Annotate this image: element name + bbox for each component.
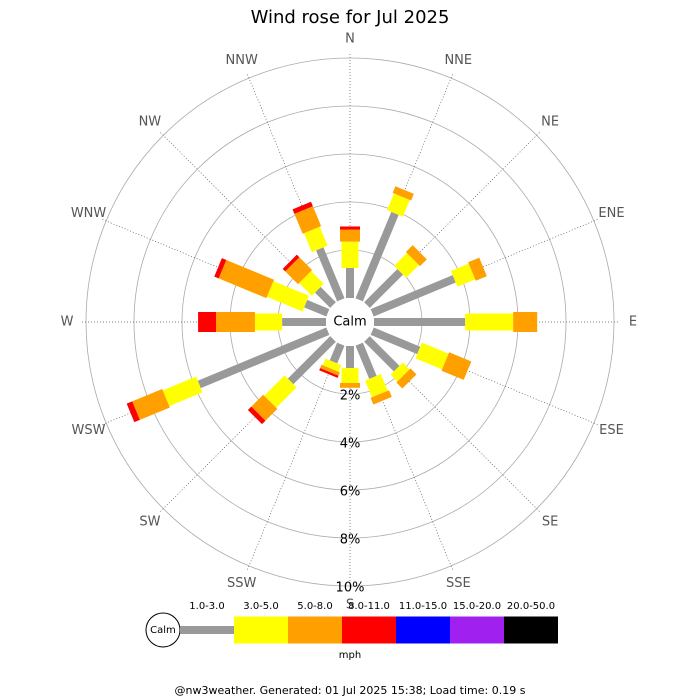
direction-label: WNW [71, 206, 107, 221]
wind-bar [341, 241, 359, 268]
wind-bar [214, 258, 227, 279]
ring-label: 2% [340, 389, 361, 404]
wind-bar [329, 342, 345, 364]
wind-bar [304, 226, 328, 253]
legend-label: 20.0-50.0 [507, 601, 555, 612]
wind-bar [162, 376, 203, 407]
wind-bar [282, 254, 300, 272]
ring-label: 8% [340, 533, 361, 548]
legend-label: 15.0-20.0 [453, 601, 501, 612]
direction-label: W [61, 315, 74, 330]
wind-bar [254, 313, 283, 331]
wind-bar [346, 268, 354, 298]
wind-bar [319, 368, 339, 378]
wind-bar [392, 186, 414, 201]
wind-bar [468, 257, 487, 281]
wind-bar [197, 327, 330, 389]
wind-bar [346, 346, 354, 369]
wind-bar [251, 394, 278, 421]
direction-label: SW [139, 515, 160, 530]
direction-label: S [346, 598, 354, 613]
wind-bar [304, 299, 330, 317]
direction-label: NNW [226, 53, 258, 68]
direction-label: ESE [599, 423, 624, 438]
wind-bar [405, 245, 427, 267]
legend-label: 8.0-11.0 [348, 601, 390, 612]
legend-calm-label: Calm [150, 625, 176, 636]
legend-swatch [180, 626, 234, 634]
wind-bar [394, 253, 419, 278]
wind-bar [299, 271, 324, 296]
wind-bar [364, 268, 404, 308]
direction-label: SSW [227, 576, 257, 591]
wind-bar [370, 327, 421, 355]
ring-label: 6% [340, 485, 361, 500]
direction-label: NW [139, 114, 162, 129]
wind-bar [322, 358, 342, 372]
wind-bar [285, 257, 313, 285]
legend-swatch [396, 616, 450, 644]
wind-bar [340, 382, 360, 388]
wind-bar [340, 229, 360, 242]
wind-bar [396, 368, 417, 389]
wind-bar [364, 336, 400, 372]
legend-label: 3.0-5.0 [243, 601, 278, 612]
ring-label: 4% [340, 437, 361, 452]
wind-bar [340, 226, 360, 230]
wind-bar [450, 263, 476, 287]
wind-bar [415, 342, 449, 370]
wind-bar [370, 390, 392, 405]
wind-bar [292, 201, 313, 214]
direction-label: ENE [598, 206, 624, 221]
legend-label: 5.0-8.0 [297, 601, 332, 612]
wind-bar [341, 368, 359, 383]
wind-bar [218, 259, 275, 299]
wind-bar [216, 312, 255, 332]
wind-bar [266, 281, 309, 312]
wind-bar [247, 406, 266, 425]
direction-label: WSW [72, 423, 106, 438]
legend-swatch [342, 616, 396, 644]
legend-swatch [288, 616, 342, 644]
direction-label: NE [541, 114, 559, 129]
wind-bar [465, 313, 514, 331]
wind-bar [365, 374, 388, 398]
wind-bar [387, 193, 410, 217]
wind-bar [132, 388, 170, 420]
wind-bar [355, 342, 377, 379]
wind-bar [513, 312, 538, 332]
wind-bar [287, 336, 336, 385]
wind-bar [315, 247, 345, 302]
wind-bar [441, 352, 472, 380]
wind-bar [370, 275, 456, 317]
direction-label: E [629, 315, 637, 330]
chart-title: Wind rose for Jul 2025 [251, 7, 450, 28]
wind-bar [198, 312, 217, 332]
wind-bar [314, 286, 336, 308]
wind-bar [374, 318, 466, 326]
calm-label: Calm [333, 315, 366, 330]
wind-bar [320, 364, 340, 376]
ring-label: 10% [336, 581, 365, 596]
direction-label: SSE [446, 576, 471, 591]
legend-unit: mph [339, 650, 361, 661]
direction-label: SE [542, 515, 558, 530]
calm-circle [326, 298, 374, 346]
wind-bar [390, 362, 410, 382]
wind-bar [264, 375, 297, 408]
wind-bar [355, 211, 399, 302]
footer: @nw3weather. Generated: 01 Jul 2025 15:3… [175, 684, 526, 697]
wind-bar [126, 401, 140, 423]
wind-bar [282, 318, 326, 326]
legend-swatch [504, 616, 558, 644]
wind-bar [294, 206, 322, 234]
legend-swatch [450, 616, 504, 644]
direction-label: N [345, 32, 355, 47]
legend-label: 1.0-3.0 [189, 601, 224, 612]
direction-label: NNE [444, 53, 472, 68]
legend-label: 11.0-15.0 [399, 601, 447, 612]
legend-swatch [234, 616, 288, 644]
